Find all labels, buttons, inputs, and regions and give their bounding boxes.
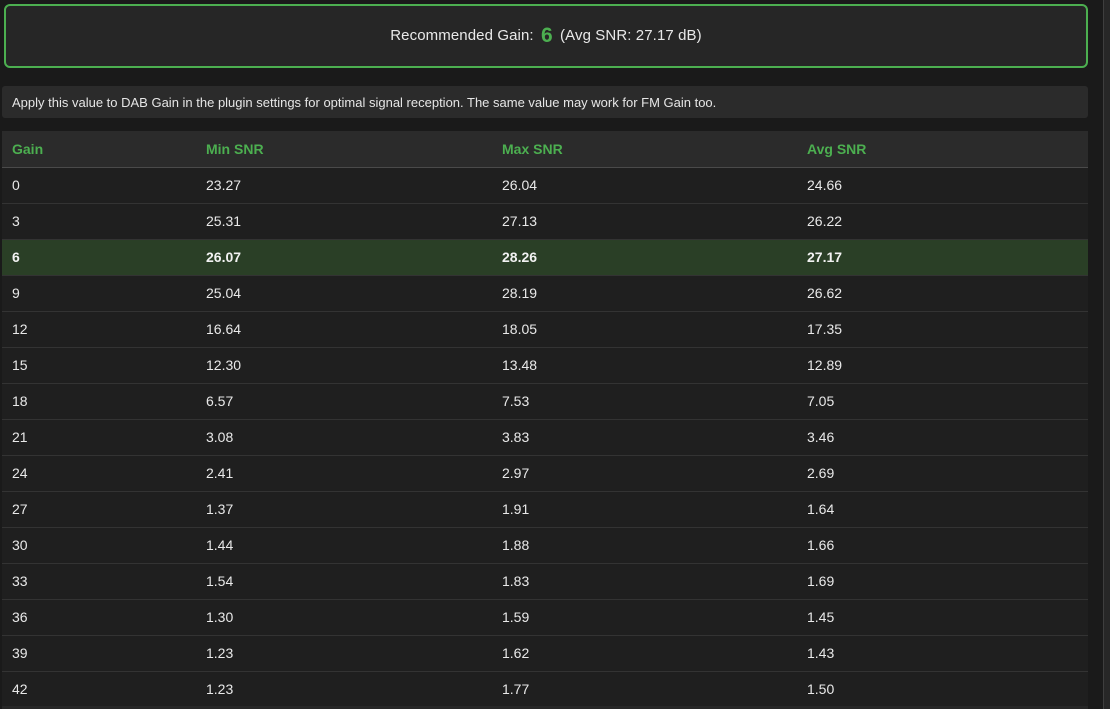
gain-cell: 15: [2, 347, 196, 384]
table-row: 24 2.41 2.97 2.69: [2, 455, 1088, 492]
table-header: Gain Min SNR Max SNR Avg SNR: [2, 131, 1088, 168]
avg-snr-cell: 27.17: [797, 239, 1088, 276]
table-row: 21 3.08 3.83 3.46: [2, 419, 1088, 456]
max-snr-cell: 13.48: [492, 347, 797, 384]
table-body: 0 23.27 26.04 24.66 3 25.31 27.13 26.22 …: [2, 167, 1088, 708]
gain-cell: 27: [2, 491, 196, 528]
gain-snr-table: Gain Min SNR Max SNR Avg SNR 0 23.27 26.…: [2, 131, 1088, 708]
max-snr-cell: 1.91: [492, 491, 797, 528]
max-snr-cell: 1.59: [492, 599, 797, 636]
table-row: 18 6.57 7.53 7.05: [2, 383, 1088, 420]
apply-value-note: Apply this value to DAB Gain in the plug…: [2, 86, 1088, 118]
min-snr-cell: 1.44: [196, 527, 492, 564]
table-row: 30 1.44 1.88 1.66: [2, 527, 1088, 564]
max-snr-cell: 3.83: [492, 419, 797, 456]
recommended-gain-text: Recommended Gain: 6 (Avg SNR: 27.17 dB): [390, 24, 702, 48]
max-snr-cell: 1.77: [492, 671, 797, 708]
avg-snr-cell: 2.69: [797, 455, 1088, 492]
gain-cell: 30: [2, 527, 196, 564]
avg-snr-cell: 26.62: [797, 275, 1088, 312]
column-header-max-snr: Max SNR: [492, 131, 797, 168]
table-row: 15 12.30 13.48 12.89: [2, 347, 1088, 384]
avg-snr-cell: 12.89: [797, 347, 1088, 384]
min-snr-cell: 12.30: [196, 347, 492, 384]
table-header-row: Gain Min SNR Max SNR Avg SNR: [2, 131, 1088, 168]
table-row: 42 1.23 1.77 1.50: [2, 671, 1088, 708]
column-header-avg-snr: Avg SNR: [797, 131, 1088, 168]
recommended-gain-avg-snr: (Avg SNR: 27.17 dB): [560, 27, 702, 44]
min-snr-cell: 2.41: [196, 455, 492, 492]
gain-cell: 24: [2, 455, 196, 492]
recommended-gain-banner: Recommended Gain: 6 (Avg SNR: 27.17 dB): [4, 4, 1088, 68]
min-snr-cell: 23.27: [196, 167, 492, 204]
gain-cell: 42: [2, 671, 196, 708]
column-header-gain: Gain: [2, 131, 196, 168]
min-snr-cell: 1.54: [196, 563, 492, 600]
avg-snr-cell: 24.66: [797, 167, 1088, 204]
min-snr-cell: 25.04: [196, 275, 492, 312]
recommended-gain-label: Recommended Gain:: [390, 27, 534, 44]
gain-cell: 12: [2, 311, 196, 348]
table-row: 12 16.64 18.05 17.35: [2, 311, 1088, 348]
max-snr-cell: 1.88: [492, 527, 797, 564]
max-snr-cell: 7.53: [492, 383, 797, 420]
avg-snr-cell: 17.35: [797, 311, 1088, 348]
gain-cell: 33: [2, 563, 196, 600]
gain-cell: 21: [2, 419, 196, 456]
max-snr-cell: 1.83: [492, 563, 797, 600]
gain-cell: 9: [2, 275, 196, 312]
avg-snr-cell: 1.69: [797, 563, 1088, 600]
avg-snr-cell: 1.66: [797, 527, 1088, 564]
avg-snr-cell: 1.64: [797, 491, 1088, 528]
table-row: 27 1.37 1.91 1.64: [2, 491, 1088, 528]
table-row: 33 1.54 1.83 1.69: [2, 563, 1088, 600]
column-header-min-snr: Min SNR: [196, 131, 492, 168]
min-snr-cell: 16.64: [196, 311, 492, 348]
min-snr-cell: 1.23: [196, 635, 492, 672]
recommended-gain-value: 6: [540, 24, 553, 47]
avg-snr-cell: 26.22: [797, 203, 1088, 240]
table-row: 6 26.07 28.26 27.17: [2, 239, 1088, 276]
min-snr-cell: 3.08: [196, 419, 492, 456]
max-snr-cell: 26.04: [492, 167, 797, 204]
gain-cell: 39: [2, 635, 196, 672]
table-row: 3 25.31 27.13 26.22: [2, 203, 1088, 240]
avg-snr-cell: 7.05: [797, 383, 1088, 420]
gain-cell: 36: [2, 599, 196, 636]
max-snr-cell: 18.05: [492, 311, 797, 348]
min-snr-cell: 1.37: [196, 491, 492, 528]
next-section-cutoff: [2, 706, 1088, 709]
min-snr-cell: 1.23: [196, 671, 492, 708]
apply-value-note-text: Apply this value to DAB Gain in the plug…: [12, 94, 717, 110]
gain-cell: 0: [2, 167, 196, 204]
max-snr-cell: 28.19: [492, 275, 797, 312]
avg-snr-cell: 1.50: [797, 671, 1088, 708]
min-snr-cell: 6.57: [196, 383, 492, 420]
gain-cell: 3: [2, 203, 196, 240]
gain-cell: 6: [2, 239, 196, 276]
table-row: 36 1.30 1.59 1.45: [2, 599, 1088, 636]
max-snr-cell: 28.26: [492, 239, 797, 276]
avg-snr-cell: 1.45: [797, 599, 1088, 636]
max-snr-cell: 2.97: [492, 455, 797, 492]
max-snr-cell: 1.62: [492, 635, 797, 672]
min-snr-cell: 25.31: [196, 203, 492, 240]
gain-cell: 18: [2, 383, 196, 420]
table-row: 9 25.04 28.19 26.62: [2, 275, 1088, 312]
table-row: 39 1.23 1.62 1.43: [2, 635, 1088, 672]
avg-snr-cell: 3.46: [797, 419, 1088, 456]
table-row: 0 23.27 26.04 24.66: [2, 167, 1088, 204]
avg-snr-cell: 1.43: [797, 635, 1088, 672]
vertical-scrollbar[interactable]: [1103, 0, 1110, 709]
min-snr-cell: 26.07: [196, 239, 492, 276]
max-snr-cell: 27.13: [492, 203, 797, 240]
min-snr-cell: 1.30: [196, 599, 492, 636]
